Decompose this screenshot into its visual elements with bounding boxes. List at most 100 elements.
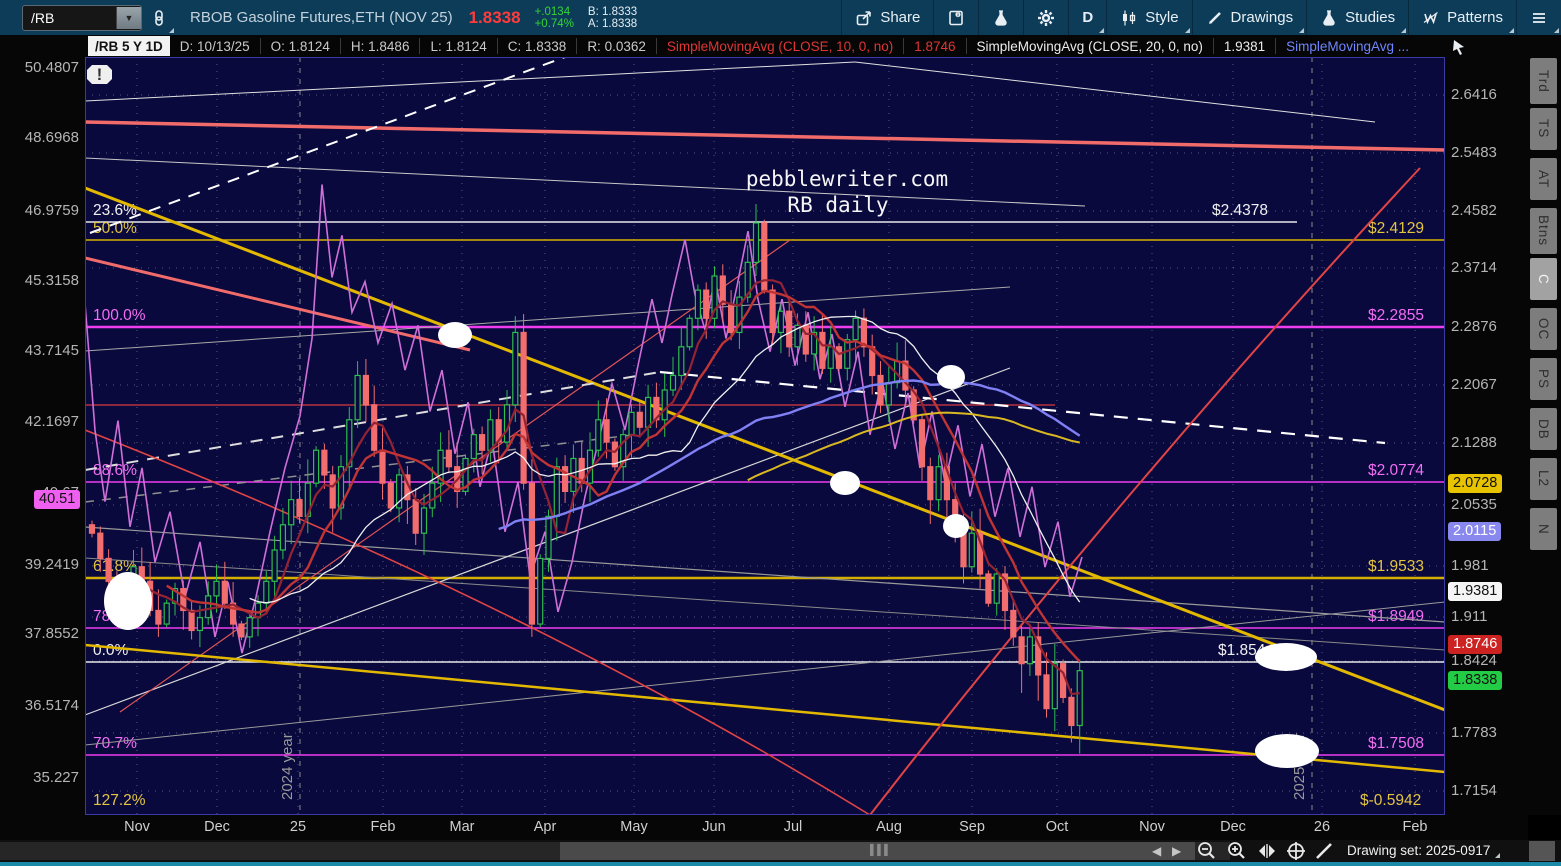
annotation-ellipse[interactable] xyxy=(104,572,152,630)
side-tab-btns[interactable]: Btns xyxy=(1530,208,1557,254)
scroll-left-arrow[interactable]: ◀ xyxy=(1152,844,1162,858)
sma-more-label[interactable]: SimpleMovingAvg ... xyxy=(1286,38,1409,54)
paperclip-icon xyxy=(155,9,163,26)
symbol-dropdown-icon[interactable]: ▼ xyxy=(116,6,141,29)
hamburger-menu-icon xyxy=(1533,12,1545,23)
ohlc-range: R: 0.0362 xyxy=(577,38,657,54)
time-tick: 25 xyxy=(289,819,307,835)
side-tab-db[interactable]: DB xyxy=(1530,408,1557,450)
left-price-axis[interactable]: 50.4807 48.6968 46.9759 45.3158 43.7145 42.16… xyxy=(0,57,85,815)
chart-header: /RB 5 Y 1D D: 10/13/25 O: 1.8124 H: 1.84… xyxy=(0,35,1561,57)
price-change: +.0134 +0.74% xyxy=(535,6,574,30)
time-tick: Mar xyxy=(449,819,475,835)
side-tab-trd[interactable]: Trd xyxy=(1530,58,1557,104)
left-price-tick: 45.3158 xyxy=(24,272,79,289)
timeframe-button[interactable]: D xyxy=(1069,0,1106,35)
bottom-right-handle[interactable] xyxy=(1529,841,1555,861)
expand-horizontal-icon[interactable] xyxy=(1256,841,1278,861)
time-tick: Aug xyxy=(876,819,902,835)
right-price-tick: 2.5483 xyxy=(1451,144,1497,161)
side-tab-l2[interactable]: L2 xyxy=(1530,458,1557,500)
side-tab-oc[interactable]: OC xyxy=(1530,308,1557,350)
cursor-tool-icon[interactable] xyxy=(1450,38,1470,56)
annotation-ellipse[interactable] xyxy=(1255,734,1319,768)
side-tab-n[interactable]: N xyxy=(1530,508,1557,550)
share-button[interactable]: Share xyxy=(842,0,933,35)
draw-pencil-icon[interactable] xyxy=(1313,841,1335,861)
price-level-label: $1.9533 xyxy=(1368,558,1424,575)
zoom-in-icon[interactable] xyxy=(1226,841,1248,861)
scroll-right-arrow[interactable]: ▶ xyxy=(1172,844,1182,858)
price-level-label: $1.854 xyxy=(1218,642,1266,659)
time-tick: Feb xyxy=(370,819,396,835)
drawings-label: Drawings xyxy=(1230,9,1294,26)
symbol-text[interactable]: /RB xyxy=(31,9,55,26)
symbol-timeframe-box[interactable]: /RB 5 Y 1D xyxy=(88,36,170,56)
settings-button[interactable] xyxy=(1024,0,1068,35)
right-price-tick: 1.7154 xyxy=(1451,782,1497,799)
fib-level-label: 0.0% xyxy=(93,642,129,659)
annotation-ellipse[interactable] xyxy=(937,365,965,389)
zoom-out-icon[interactable] xyxy=(1196,841,1218,861)
analyze-button[interactable] xyxy=(979,0,1023,35)
annotation-ellipse[interactable] xyxy=(830,471,860,495)
side-tab-c[interactable]: C xyxy=(1530,258,1557,300)
side-tab-ts[interactable]: TS xyxy=(1530,108,1557,150)
candlesticks xyxy=(88,204,1083,754)
bid-value: B: 1.8333 xyxy=(587,5,638,18)
left-price-tick: 48.6968 xyxy=(24,129,79,146)
patterns-label: Patterns xyxy=(1447,9,1503,26)
time-tick: 26 xyxy=(1313,819,1331,835)
side-tab-ps[interactable]: PS xyxy=(1530,358,1557,400)
studies-button[interactable]: Studies xyxy=(1307,0,1408,35)
alert-exclamation: ! xyxy=(97,65,103,84)
last-price: 1.8338 xyxy=(468,7,521,27)
link-button[interactable] xyxy=(142,0,176,35)
annotation-ellipse[interactable] xyxy=(1255,643,1317,671)
style-label: Style xyxy=(1145,9,1179,26)
symbol-input[interactable]: /RB ▼ xyxy=(22,4,142,31)
annotation-ellipse[interactable] xyxy=(943,514,969,538)
left-price-tick: 43.7145 xyxy=(24,342,79,359)
bid-ask: B: 1.8333 A: 1.8338 xyxy=(588,6,637,30)
price-level-label: $2.4129 xyxy=(1368,220,1424,237)
patterns-button[interactable]: Patterns xyxy=(1409,0,1516,35)
scrollbar-thumb[interactable] xyxy=(560,842,1195,860)
onDemand-button[interactable]: i xyxy=(934,0,978,35)
chart-menu-button[interactable] xyxy=(1517,0,1561,35)
studies-label: Studies xyxy=(1345,9,1396,26)
sma10-label[interactable]: SimpleMovingAvg (CLOSE, 10, 0, no) xyxy=(657,38,905,54)
time-axis[interactable]: Nov Dec 25 Feb Mar Apr May Jun Jul Aug Sep Oct Nov De… xyxy=(0,815,1528,840)
annotation-ellipse[interactable] xyxy=(438,322,472,348)
pencil-icon xyxy=(1208,11,1221,24)
style-button[interactable]: Style xyxy=(1107,0,1191,35)
drawings-button[interactable]: Drawings xyxy=(1193,0,1307,35)
fib-level-label: 88.6% xyxy=(93,462,137,479)
right-price-tick: 1.7783 xyxy=(1451,724,1497,741)
crosshair-icon[interactable] xyxy=(1285,841,1307,861)
side-tab-at[interactable]: AT xyxy=(1530,158,1557,200)
instrument-title: RBOB Gasoline Futures,ETH (NOV 25) xyxy=(190,9,453,26)
sma20-label[interactable]: SimpleMovingAvg (CLOSE, 20, 0, no) xyxy=(967,38,1214,54)
price-chart-canvas[interactable]: 2024 year2025 year23.6%$2.437850.0%$2.41… xyxy=(85,57,1445,815)
fib-level-label: 61.8% xyxy=(93,558,137,575)
right-price-tick: 1.911 xyxy=(1451,608,1488,625)
ask-value: A: 1.8338 xyxy=(587,17,638,30)
right-price-tick: 2.4582 xyxy=(1451,202,1497,219)
time-tick: Nov xyxy=(124,819,150,835)
price-level-label: $2.0774 xyxy=(1368,462,1424,479)
svg-text:i: i xyxy=(958,12,960,18)
left-price-tick: 36.5174 xyxy=(24,697,79,714)
time-tick: Apr xyxy=(533,819,557,835)
time-tick: Oct xyxy=(1045,819,1069,835)
time-tick: Nov xyxy=(1139,819,1165,835)
ohlc-close: C: 1.8338 xyxy=(498,38,578,54)
right-price-axis[interactable]: 2.6416 2.5483 2.4582 2.3714 2.2876 2.2067 2.12… xyxy=(1445,57,1528,815)
alert-icon[interactable]: ! xyxy=(87,65,112,84)
price-level-label: $1.7508 xyxy=(1368,735,1424,752)
time-tick: Jun xyxy=(702,819,726,835)
drawing-set-selector[interactable]: Drawing set: 2025-0917 xyxy=(1347,843,1501,858)
gear-icon xyxy=(1038,9,1055,26)
right-price-tick: 1.981 xyxy=(1451,557,1489,574)
